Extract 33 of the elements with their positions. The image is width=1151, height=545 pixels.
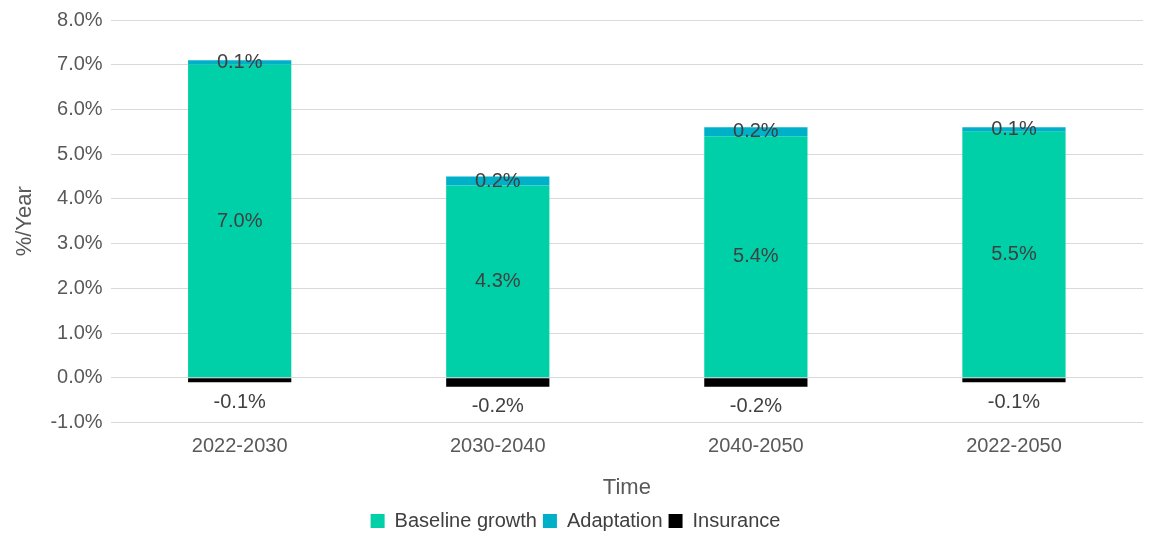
data-label: -0.1%	[987, 389, 1041, 412]
y-tick-label: 7.0%	[57, 52, 103, 75]
x-axis-title: Time	[602, 473, 651, 499]
y-axis-title: %/Year	[11, 186, 37, 257]
x-tick-label: 2040-2050	[708, 434, 804, 457]
data-label: 4.3%	[474, 268, 521, 291]
bar	[704, 378, 808, 387]
legend-label: Adaptation	[566, 508, 663, 531]
y-tick-label: 5.0%	[57, 141, 103, 164]
data-label: -0.2%	[729, 394, 783, 417]
x-tick-label: 2022-2050	[966, 434, 1062, 457]
legend-label: Insurance	[692, 508, 781, 531]
data-label: -0.2%	[471, 394, 525, 417]
bar	[446, 378, 550, 387]
bar	[962, 378, 1066, 383]
x-tick-label: 2030-2040	[449, 434, 546, 457]
data-label: 7.0%	[216, 208, 263, 231]
bar	[704, 136, 808, 378]
bar	[188, 378, 292, 383]
bar	[446, 185, 550, 378]
legend-label: Baseline growth	[394, 508, 537, 531]
data-label: 5.4%	[733, 244, 779, 267]
y-tick-label: 0.0%	[57, 365, 103, 388]
y-tick-label: 2.0%	[57, 275, 103, 298]
y-tick-label: 3.0%	[57, 231, 103, 254]
y-tick-label: 4.0%	[57, 186, 103, 209]
y-tick-label: 8.0%	[57, 7, 103, 30]
x-tick-label: 2022-2030	[191, 434, 288, 457]
data-label: 5.5%	[991, 242, 1037, 265]
y-tick-label: -1.0%	[50, 410, 103, 433]
y-tick-label: 1.0%	[57, 320, 103, 343]
data-label: -0.1%	[213, 389, 267, 412]
y-tick-label: 6.0%	[57, 96, 103, 119]
